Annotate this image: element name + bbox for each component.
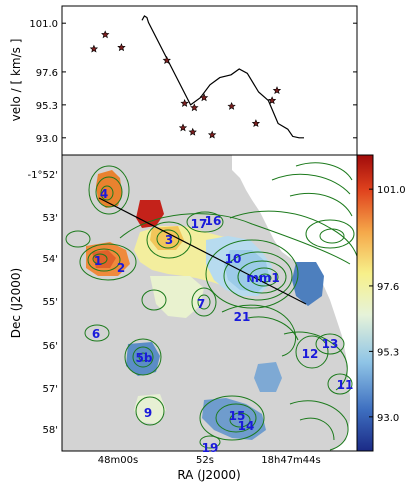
velocity-panel: velo / [ km/s ] 101.0 97.6 95.3 93.0 bbox=[9, 5, 358, 156]
source-label-17: 17 bbox=[191, 217, 208, 231]
source-label-12: 12 bbox=[302, 347, 319, 361]
map-y-tick-label: 58' bbox=[43, 425, 58, 436]
source-label-5b: 5b bbox=[136, 351, 153, 365]
velocity-patch-south bbox=[150, 276, 204, 318]
map-panel: 4 16 17 3 10 mm1 1 2 7 21 6 5b 12 13 11 … bbox=[9, 154, 358, 482]
colorbar-tick-label: 95.3 bbox=[377, 347, 399, 358]
velocity-patch-source12 bbox=[254, 362, 282, 392]
map-x-axis-label: RA (J2000) bbox=[177, 468, 240, 482]
velocity-patch-mm1-east bbox=[292, 262, 324, 306]
map-x-tick-label: 52s bbox=[196, 455, 214, 466]
source-label-7: 7 bbox=[197, 297, 205, 311]
source-labels: 4 16 17 3 10 mm1 1 2 7 21 6 5b 12 13 11 … bbox=[92, 187, 354, 455]
source-label-1: 1 bbox=[94, 254, 102, 268]
map-y-tick-label: 54' bbox=[43, 254, 58, 265]
velocity-star-marker bbox=[199, 93, 209, 102]
velocity-star-marker bbox=[117, 43, 126, 52]
velocity-star-marker bbox=[180, 99, 189, 107]
map-y-tick-label: -1°52' bbox=[28, 170, 58, 181]
colorbar-tick-label: 97.6 bbox=[377, 282, 399, 293]
velocity-star-marker bbox=[101, 30, 110, 39]
source-label-11: 11 bbox=[337, 378, 354, 392]
map-x-tick-label: 48m00s bbox=[98, 455, 138, 466]
velocity-star-marker bbox=[227, 101, 236, 110]
source-label-13: 13 bbox=[322, 337, 339, 351]
velocity-y-tick-label: 93.0 bbox=[36, 134, 58, 145]
source-label-4: 4 bbox=[100, 187, 108, 201]
velocity-star-markers bbox=[89, 30, 282, 139]
map-y-tick-label: 53' bbox=[43, 213, 58, 224]
map-image bbox=[62, 155, 357, 451]
velocity-patch-source5b bbox=[126, 342, 160, 376]
colorbar-ticks: 101.0 97.6 95.3 93.0 bbox=[369, 185, 406, 424]
colorbar-tick-label: 101.0 bbox=[377, 185, 406, 196]
velocity-y-tick-label: 101.0 bbox=[29, 19, 58, 30]
velocity-patch-source9 bbox=[134, 394, 166, 424]
map-y-axis-label: Dec (J2000) bbox=[9, 268, 23, 338]
velocity-panel-frame bbox=[61, 5, 358, 156]
colorbar-gradient bbox=[356, 154, 374, 452]
source-label-2: 2 bbox=[117, 261, 125, 275]
velocity-star-marker bbox=[162, 56, 171, 65]
map-y-ticks: -1°52' 53' 54' 55' 56' 57' 58' bbox=[28, 170, 58, 436]
source-label-21: 21 bbox=[234, 310, 251, 324]
source-label-6: 6 bbox=[92, 327, 100, 341]
source-label-3: 3 bbox=[165, 233, 173, 247]
velocity-y-tick-label: 95.3 bbox=[36, 101, 58, 112]
velocity-star-marker bbox=[272, 86, 282, 95]
map-x-ticks: 48m00s 52s 18h47m44s bbox=[98, 455, 321, 466]
velocity-y-ticks: 101.0 97.6 95.3 93.0 bbox=[29, 19, 357, 145]
source-label-9: 9 bbox=[144, 406, 152, 420]
source-label-14: 14 bbox=[238, 419, 255, 433]
velocity-star-marker bbox=[178, 123, 188, 132]
map-y-tick-label: 55' bbox=[43, 297, 58, 308]
source-label-mm1: mm1 bbox=[246, 271, 279, 285]
velocity-star-marker bbox=[251, 119, 261, 128]
colorbar-tick-label: 93.0 bbox=[377, 413, 399, 424]
colorbar: 101.0 97.6 95.3 93.0 bbox=[356, 154, 406, 452]
velocity-star-marker bbox=[207, 130, 217, 139]
velocity-star-marker bbox=[190, 103, 199, 112]
velocity-patch-center-deep bbox=[224, 250, 270, 292]
map-y-tick-label: 57' bbox=[43, 384, 58, 395]
velocity-series-line bbox=[141, 15, 304, 139]
velocity-star-marker bbox=[89, 44, 99, 53]
position-velocity-cut-line bbox=[98, 197, 307, 305]
source-label-10: 10 bbox=[225, 252, 242, 266]
map-y-tick-label: 56' bbox=[43, 341, 58, 352]
velocity-star-marker bbox=[267, 96, 277, 105]
velocity-y-tick-label: 97.6 bbox=[36, 68, 58, 79]
velocity-star-marker bbox=[188, 127, 197, 136]
source-label-15: 15 bbox=[229, 409, 246, 423]
velocity-y-axis-label: velo / [ km/s ] bbox=[9, 39, 23, 122]
source-label-19: 19 bbox=[202, 441, 219, 455]
map-x-tick-label: 18h47m44s bbox=[261, 455, 320, 466]
source-label-16: 16 bbox=[205, 214, 222, 228]
contour-lines bbox=[65, 162, 357, 451]
